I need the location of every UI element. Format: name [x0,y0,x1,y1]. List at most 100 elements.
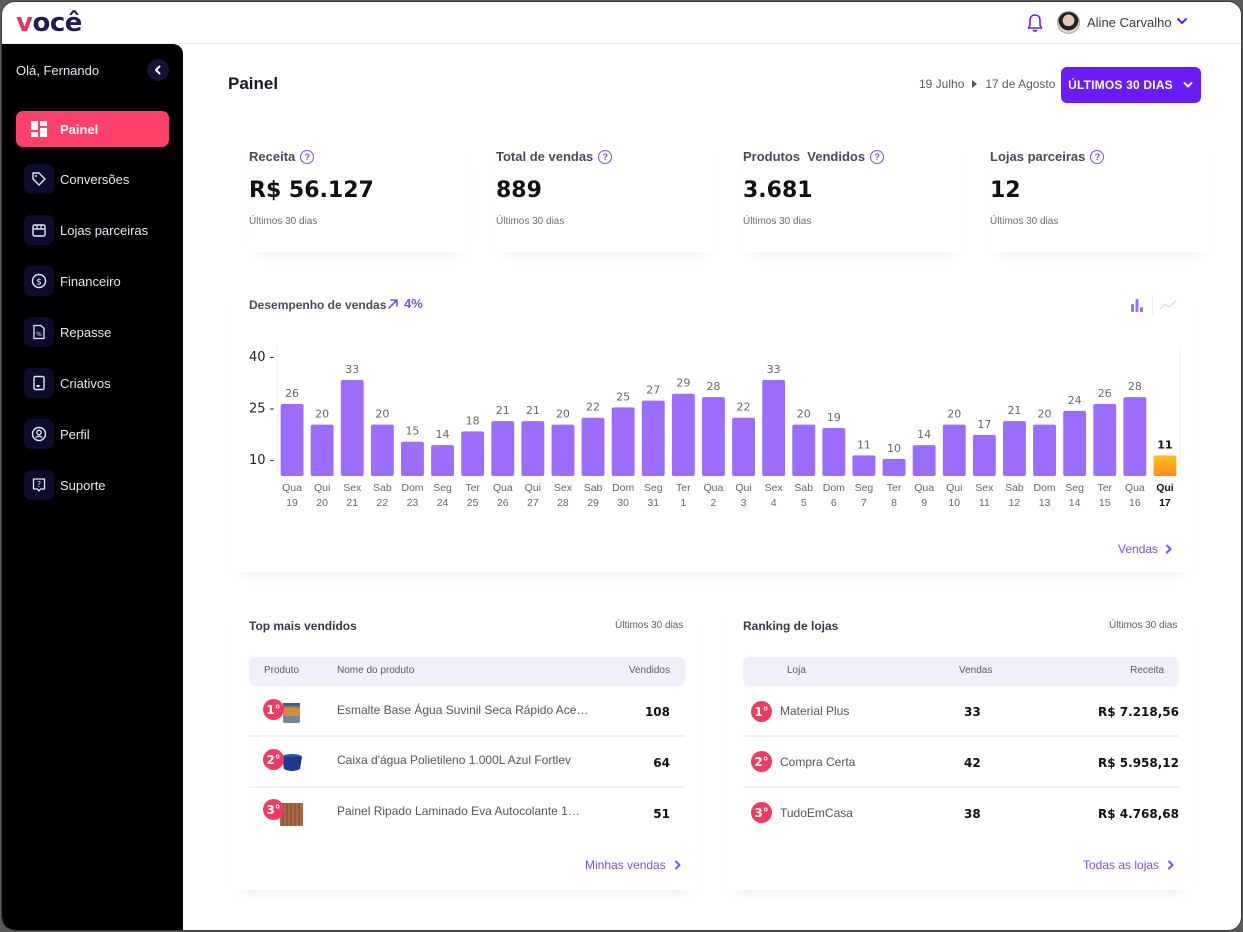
vendas-link[interactable]: Vendas [1118,542,1173,556]
bar [972,434,996,476]
sidebar-item-financeiro[interactable]: $ Financeiro [16,263,169,299]
toggle-divider [1152,295,1153,315]
user-circle-icon [24,419,54,449]
data-label: 20 [797,408,811,421]
sidebar-item-suporte[interactable]: ? Suporte [16,467,169,503]
x-tick-day: Dom [823,482,845,494]
date-from: 19 Julho [919,77,965,91]
store-sales: 38 [964,807,981,821]
x-tick-day: Seg [1065,482,1084,494]
date-range: 19 Julho 17 de Agosto [919,77,1055,91]
minhas-vendas-link[interactable]: Minhas vendas [585,858,682,872]
greeting: Olá, Fernando [16,63,100,78]
chart-type-toggle [1127,295,1178,315]
period-select-button[interactable]: ÚLTIMOS 30 DIAS [1061,67,1201,103]
store-icon [24,215,54,245]
x-tick-date: 24 [437,497,449,509]
todas-lojas-link[interactable]: Todas as lojas [1083,858,1175,872]
product-name: Caixa d'água Polietileno 1.000L Azul For… [337,753,571,767]
data-label: 20 [947,408,961,421]
store-sales: 33 [964,705,981,719]
sidebar-item-label: Painel [60,121,99,137]
data-label: 20 [315,408,329,421]
table-row[interactable]: 2° Caixa d'água Polietileno 1.000L Azul … [249,737,685,788]
x-tick-day: Qui [946,482,962,494]
kpi-label: Lojas parceiras [990,149,1086,164]
link-label: Minhas vendas [585,858,666,872]
x-tick-date: 29 [587,497,599,509]
trend-value: 4% [404,296,423,311]
x-tick-day: Qui [1156,482,1174,494]
chevron-down-icon[interactable] [1175,14,1189,28]
bar [611,407,635,476]
sidebar-item-label: Repasse [60,324,112,340]
bar [401,441,424,476]
kpi-period: Últimos 30 dias [496,216,565,227]
dashboard-icon [24,114,54,144]
vendas-link-label: Vendas [1118,542,1159,556]
dollar-circle-icon: $ [24,266,54,296]
x-tick-day: Ter [887,482,902,494]
column-header: Vendas [959,665,993,676]
svg-text:$: $ [36,278,42,288]
help-icon[interactable]: ? [300,149,315,164]
section-title: Ranking de lojas [743,619,839,633]
x-tick-day: Qua [282,482,302,494]
bar [280,404,304,476]
table-row[interactable]: 1° Esmalte Base Água Suvinil Seca Rápido… [249,686,685,737]
store-name: Material Plus [780,704,850,718]
table-row[interactable]: 1° Material Plus 33 R$ 7.218,56 [743,686,1179,737]
line-chart-icon[interactable] [1158,295,1178,315]
x-tick-date: 5 [801,497,807,509]
table-row[interactable]: 3° TudoEmCasa 38 R$ 4.768,68 [743,788,1179,839]
bar-chart: 10 -25 -40 -26Qua1920Qui2033Sex2120Sab22… [249,346,1181,509]
bar [1063,410,1087,476]
collapse-sidebar-button[interactable] [147,59,169,81]
data-label: 19 [827,411,841,424]
sidebar-item-lojas-parceiras[interactable]: Lojas parceiras [16,212,169,248]
bar [551,424,575,476]
x-tick-day: Seg [433,482,452,494]
data-label: 28 [1128,380,1142,393]
chevron-down-icon [1183,82,1193,88]
user-name[interactable]: Aline Carvalho [1087,15,1172,30]
sold-count: 64 [653,756,670,770]
x-tick-day: Qui [525,482,541,494]
bar [912,445,936,476]
sidebar-item-conversoes[interactable]: Conversões [16,161,169,197]
store-revenue: R$ 7.218,56 [1098,705,1179,719]
kpi-period: Últimos 30 dias [990,216,1059,227]
table-row[interactable]: 2° Compra Certa 42 R$ 5.958,12 [743,737,1179,788]
kpi-label: Total de vendas [496,149,594,164]
period-label: ÚLTIMOS 30 DIAS [1068,78,1173,92]
help-icon[interactable]: ? [598,149,613,164]
help-icon[interactable]: ? [1090,149,1105,164]
notification-bell-icon[interactable] [1026,13,1044,33]
data-label: 22 [737,401,751,414]
x-tick-day: Dom [401,482,423,494]
sidebar-item-repasse[interactable]: % Repasse [16,314,169,350]
section-period: Últimos 30 dias [1109,620,1178,631]
table-row[interactable]: 3° Painel Ripado Laminado Eva Autocolant… [249,788,685,839]
bar-chart-icon[interactable] [1127,295,1147,315]
data-label: 14 [436,428,450,441]
sidebar-item-perfil[interactable]: Perfil [16,416,169,452]
column-header: Produto [264,665,300,676]
product-name: Esmalte Base Água Suvinil Seca Rápido Ac… [337,703,589,717]
rank-badge: 2° [751,751,772,772]
brand-logo[interactable]: você [16,8,82,38]
x-tick-date: 14 [1069,497,1081,509]
sidebar-item-painel[interactable]: Painel [16,111,169,147]
store-ranking-card: Ranking de lojas Últimos 30 dias Loja Ve… [726,602,1192,890]
trend-up-arrow-icon [388,298,398,309]
help-icon[interactable]: ? [870,149,885,164]
sidebar-item-criativos[interactable]: Criativos [16,365,169,401]
kpi-value: R$ 56.127 [249,178,374,203]
user-avatar[interactable] [1057,11,1080,34]
bar [1123,397,1147,476]
x-tick-day: Sab [794,482,813,494]
kpi-label: Produtos Vendidos [743,149,866,164]
x-tick-day: Qui [314,482,330,494]
sidebar-item-label: Lojas parceiras [60,222,149,238]
kpi-period: Últimos 30 dias [743,216,812,227]
